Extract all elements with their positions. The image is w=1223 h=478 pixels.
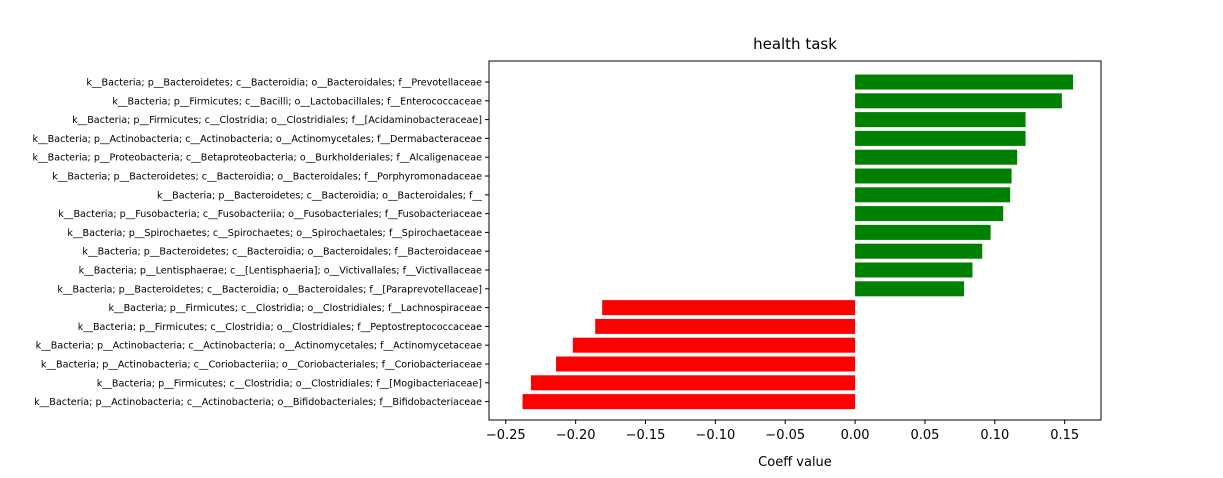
bar-8	[855, 224, 991, 240]
bar-12	[602, 300, 856, 316]
bar-5	[855, 168, 1012, 184]
bar-15	[556, 356, 856, 372]
category-label-11: k__Bacteria; p__Bacteroidetes; c__Bacter…	[57, 284, 482, 295]
category-label-7: k__Bacteria; p__Fusobacteria; c__Fusobac…	[58, 209, 482, 220]
x-tick-label-6: 0.05	[910, 428, 939, 443]
category-label-9: k__Bacteria; p__Bacteroidetes; c__Bacter…	[82, 247, 482, 258]
bar-1	[855, 93, 1062, 109]
x-tick-label-0: −0.25	[486, 428, 526, 443]
category-label-5: k__Bacteria; p__Bacteroidetes; c__Bacter…	[52, 172, 482, 183]
bar-10	[855, 262, 973, 278]
x-tick-label-8: 0.15	[1050, 428, 1079, 443]
category-label-1: k__Bacteria; p__Firmicutes; c__Bacilli; …	[112, 96, 482, 107]
x-tick-label-5: 0.00	[841, 428, 870, 443]
bar-0	[855, 74, 1074, 90]
x-tick-label-2: −0.15	[626, 428, 666, 443]
x-axis-ticks: −0.25 −0.20 −0.15 −0.10 −0.05 0.00 0.05 0.10 0.1…	[486, 420, 1079, 443]
category-label-6: k__Bacteria; p__Bacteroidetes; c__Bacter…	[157, 190, 482, 201]
category-label-3: k__Bacteria; p__Actinobacteria; c__Actin…	[33, 134, 483, 145]
category-label-16: k__Bacteria; p__Firmicutes; c__Clostridi…	[97, 378, 482, 389]
chart-title: health task	[753, 35, 837, 53]
bar-17	[522, 394, 856, 410]
bar-6	[855, 187, 1011, 203]
bar-11	[855, 281, 965, 297]
bars-group	[522, 74, 1074, 410]
category-label-2: k__Bacteria; p__Firmicutes; c__Clostridi…	[72, 115, 482, 126]
bar-2	[855, 112, 1026, 128]
bar-9	[855, 243, 983, 259]
x-tick-label-4: −0.05	[765, 428, 805, 443]
x-tick-label-3: −0.10	[695, 428, 735, 443]
x-tick-label-1: −0.20	[556, 428, 596, 443]
plot-frame	[488, 60, 1102, 421]
bar-14	[572, 337, 856, 353]
x-tick-label-7: 0.10	[980, 428, 1009, 443]
bar-13	[595, 318, 856, 334]
category-label-13: k__Bacteria; p__Firmicutes; c__Clostridi…	[78, 322, 482, 333]
category-label-4: k__Bacteria; p__Proteobacteria; c__Betap…	[33, 153, 483, 164]
category-label-17: k__Bacteria; p__Actinobacteria; c__Actin…	[34, 397, 482, 408]
category-label-14: k__Bacteria; p__Actinobacteria; c__Actin…	[36, 341, 482, 352]
category-labels: k__Bacteria; p__Bacteroidetes; c__Bacter…	[33, 78, 489, 408]
bar-4	[855, 149, 1018, 165]
bar-3	[855, 130, 1026, 146]
category-label-0: k__Bacteria; p__Bacteroidetes; c__Bacter…	[86, 78, 482, 89]
category-label-10: k__Bacteria; p__Lentisphaerae; c__[Lenti…	[79, 266, 483, 277]
category-label-15: k__Bacteria; p__Actinobacteria; c__Corio…	[41, 360, 482, 371]
bar-7	[855, 206, 1004, 222]
category-label-8: k__Bacteria; p__Spirochaetes; c__Spiroch…	[67, 228, 482, 239]
category-label-12: k__Bacteria; p__Firmicutes; c__Clostridi…	[108, 303, 482, 314]
bar-16	[530, 375, 856, 391]
x-axis-label: Coeff value	[758, 455, 832, 470]
